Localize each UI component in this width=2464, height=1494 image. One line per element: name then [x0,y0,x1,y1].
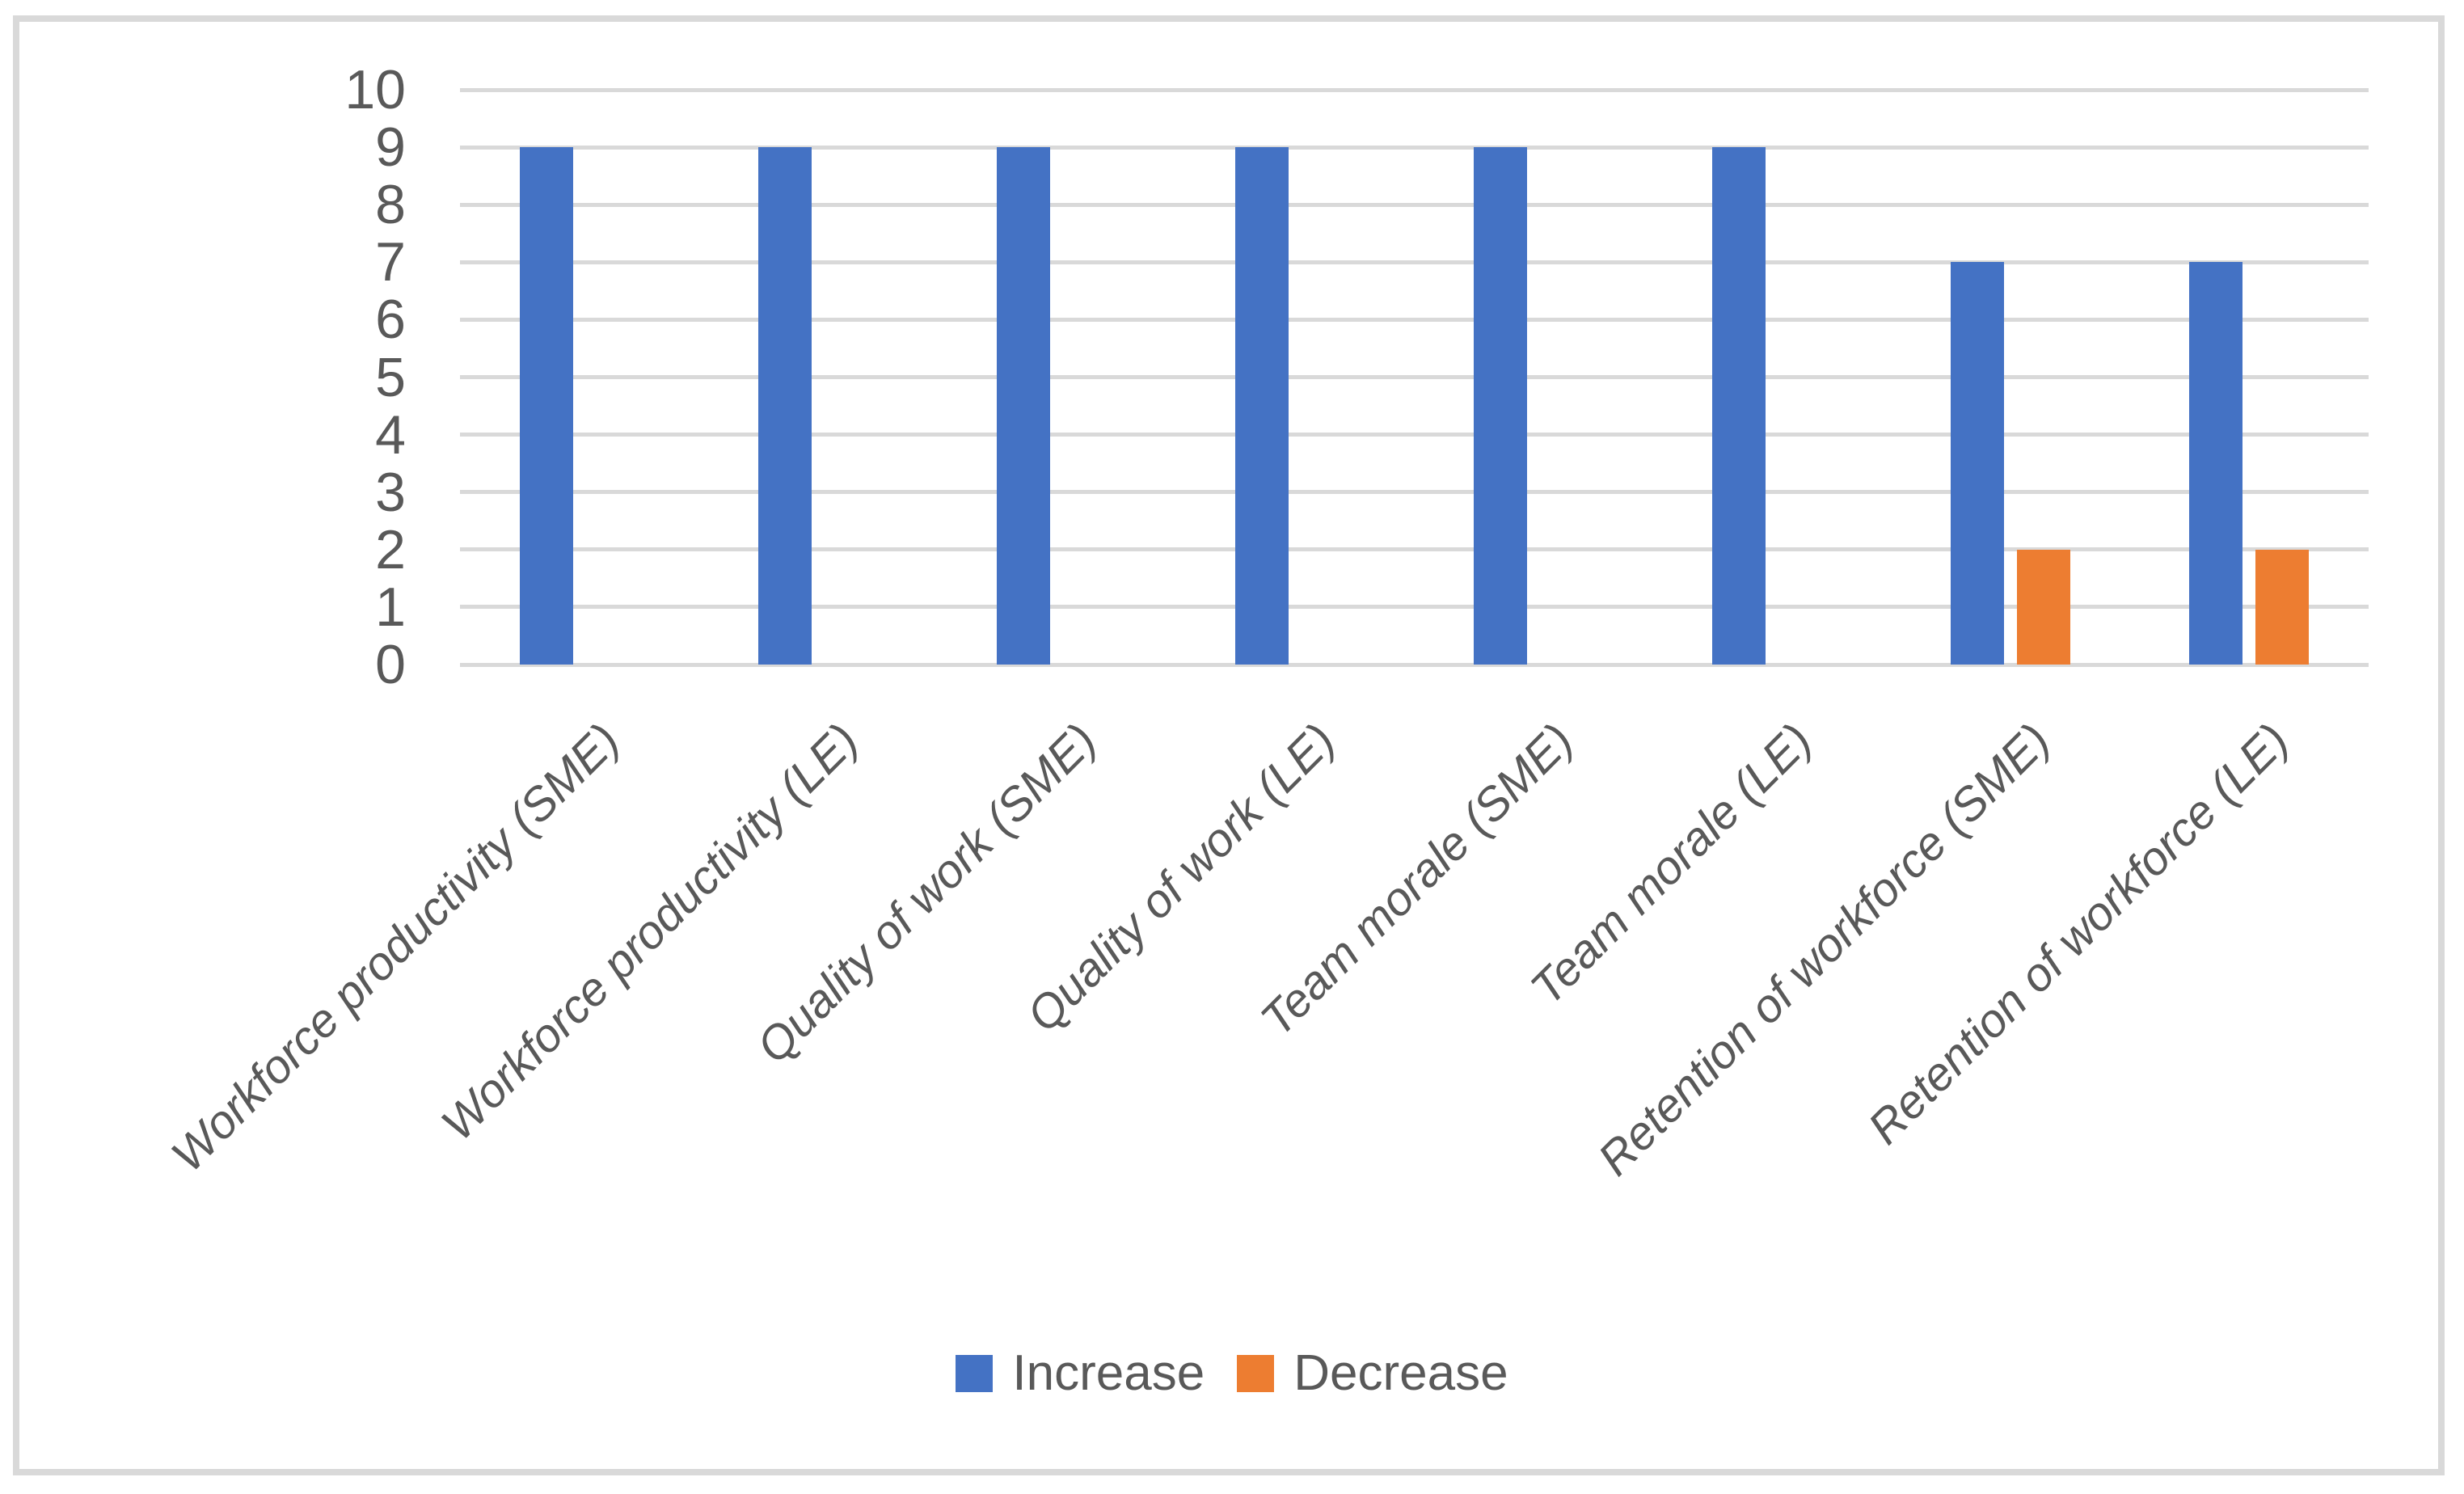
gridline [460,318,2369,322]
legend: Increase Decrease [0,1345,2464,1402]
y-axis-tick-label: 6 [375,289,406,350]
gridline [460,88,2369,92]
bar-increase [1235,147,1289,665]
gridline [460,547,2369,551]
gridline [460,260,2369,264]
y-axis-tick-label: 10 [344,59,406,120]
y-axis-tick-label: 8 [375,174,406,235]
bar-increase [758,147,812,665]
y-axis-tick-label: 2 [375,519,406,580]
legend-item-decrease: Decrease [1237,1345,1508,1402]
bar-increase [2189,262,2242,665]
bar-increase [997,147,1050,665]
legend-item-increase: Increase [956,1345,1205,1402]
gridline [460,203,2369,207]
y-axis-tick-label: 3 [375,462,406,523]
bar-increase [1474,147,1527,665]
gridline [460,433,2369,437]
y-axis-tick-label: 1 [375,576,406,638]
y-axis-tick-label: 5 [375,347,406,408]
bar-decrease [2255,550,2309,665]
bar-decrease [2017,550,2070,665]
gridline [460,663,2369,667]
gridline [460,375,2369,379]
legend-swatch-decrease [1237,1355,1275,1392]
plot-area [460,88,2369,667]
y-axis-tick-label: 4 [375,404,406,466]
y-axis-tick-label: 7 [375,231,406,293]
bar-increase [520,147,573,665]
y-axis-tick-label: 0 [375,634,406,695]
gridline [460,605,2369,609]
gridline [460,490,2369,494]
bar-increase [1951,262,2004,665]
y-axis-tick-label: 9 [375,116,406,178]
legend-label: Decrease [1293,1345,1508,1401]
bar-increase [1712,147,1766,665]
chart-border [13,15,2445,1475]
legend-swatch-increase [956,1355,994,1392]
gridline [460,146,2369,150]
legend-label: Increase [1012,1345,1205,1401]
